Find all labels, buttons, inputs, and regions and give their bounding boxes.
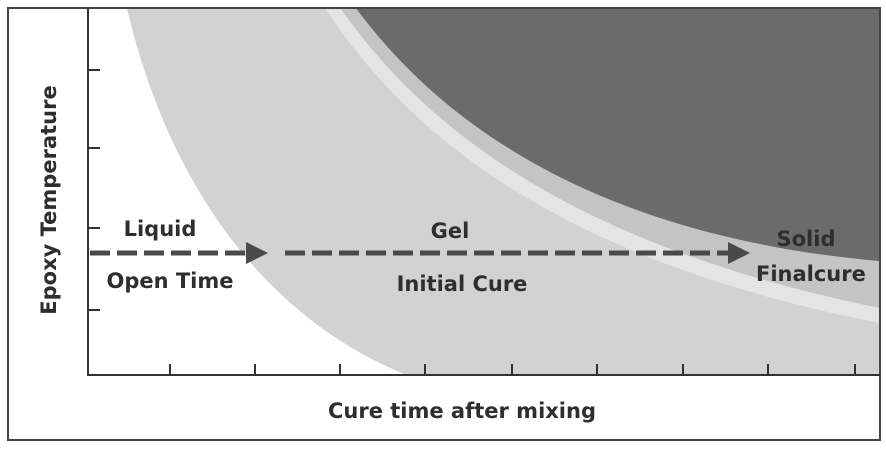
arrows — [90, 242, 750, 264]
x-axis-label: Cure time after mixing — [328, 399, 596, 423]
stage-name: Liquid — [124, 217, 197, 241]
stage-label: Initial Cure — [397, 272, 528, 296]
arrow-head — [246, 242, 268, 264]
y-axis-label: Epoxy Temperature — [37, 85, 61, 314]
stage-regions — [127, 9, 880, 375]
axes — [87, 9, 880, 376]
stage-name: Solid — [777, 227, 836, 251]
stage-label: Finalcure — [756, 262, 866, 286]
frame — [7, 7, 881, 441]
arrow-head — [728, 242, 750, 264]
stage-label: Open Time — [106, 269, 233, 293]
stage-name: Gel — [431, 219, 470, 243]
solid-region — [356, 9, 880, 262]
